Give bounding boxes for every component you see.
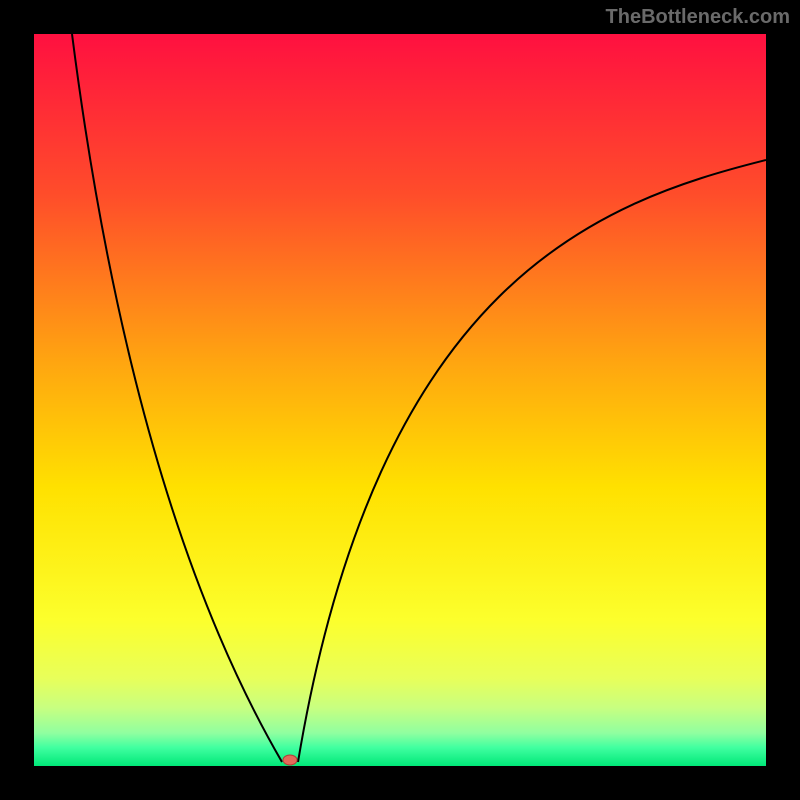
optimal-point-marker — [283, 755, 297, 765]
bottleneck-chart — [0, 0, 800, 800]
chart-container: TheBottleneck.com — [0, 0, 800, 800]
chart-background — [34, 34, 766, 766]
watermark-text: TheBottleneck.com — [606, 6, 790, 29]
